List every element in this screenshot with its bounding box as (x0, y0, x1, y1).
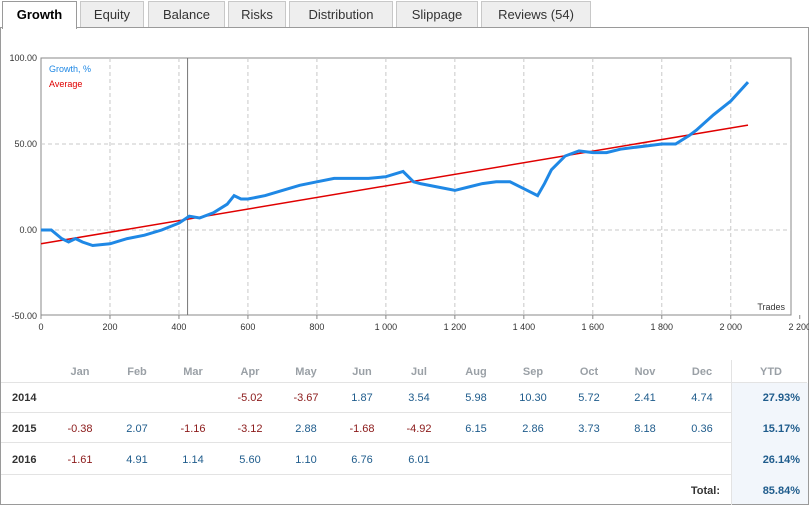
month-header: Jan (70, 366, 90, 378)
month-header: Jul (411, 366, 427, 378)
tab-slippage[interactable]: Slippage (396, 1, 478, 27)
month-header: Jun (352, 366, 372, 378)
x-tick-label: 800 (309, 322, 324, 332)
month-value: -0.38 (67, 423, 93, 435)
month-value: 4.91 (126, 454, 148, 466)
x-tick-label: 200 (102, 322, 117, 332)
year-label: 2014 (12, 392, 37, 404)
ytd-value: 27.93% (762, 392, 800, 404)
x-axis-label: Trades (757, 302, 785, 312)
tab-distribution[interactable]: Distribution (289, 1, 393, 27)
y-tick-label: 100.00 (9, 53, 37, 63)
y-axis-ticks: 100.00 50.00 0.00 -50.00 (9, 53, 37, 321)
month-value: 1.14 (182, 454, 204, 466)
total-value: 85.84% (762, 485, 800, 497)
month-value: 8.18 (634, 423, 656, 435)
month-value: 6.15 (465, 423, 487, 435)
month-header: Mar (183, 366, 203, 378)
x-tick-label: 400 (171, 322, 186, 332)
month-value: 1.10 (295, 454, 317, 466)
month-header: Sep (522, 366, 544, 378)
legend-growth: Growth, % (49, 64, 91, 74)
month-value: 2.86 (522, 423, 544, 435)
month-value: 4.74 (691, 392, 713, 404)
legend-average: Average (49, 79, 82, 89)
month-value: -5.02 (237, 392, 263, 404)
month-value: 2.07 (126, 423, 148, 435)
x-tick-label: 1 200 (444, 322, 467, 332)
y-tick-label: -50.00 (11, 311, 37, 321)
x-tick-label: 2 000 (719, 322, 742, 332)
x-axis-ticks: 0 200 400 600 800 1 000 1 200 1 400 1 600 1 800 2 … (38, 322, 809, 332)
tab-risks[interactable]: Risks (228, 1, 286, 27)
total-label: Total: (690, 485, 720, 497)
month-value: 5.60 (239, 454, 261, 466)
month-value: 3.73 (578, 423, 600, 435)
month-value: -1.16 (180, 423, 206, 435)
y-tick-label: 0.00 (19, 225, 37, 235)
year-label: 2016 (12, 454, 37, 466)
chart-grid (40, 57, 801, 319)
monthly-returns-table: Jan Feb Mar Apr May Jun Jul Aug Sep Oct Nov Dec YTD 2… (0, 360, 809, 505)
month-header: Oct (579, 366, 599, 378)
month-value: 5.98 (465, 392, 487, 404)
year-label: 2015 (12, 423, 37, 435)
month-value: 1.87 (351, 392, 373, 404)
x-tick-label: 1 400 (513, 322, 536, 332)
growth-chart: 100.00 50.00 0.00 -50.00 0 200 400 600 800 1 000… (9, 53, 809, 332)
month-value: 3.54 (408, 392, 430, 404)
month-header: Aug (465, 366, 487, 378)
month-value: -1.68 (349, 423, 375, 435)
month-value: -4.92 (406, 423, 432, 435)
y-tick-label: 50.00 (14, 139, 37, 149)
tab-equity[interactable]: Equity (80, 1, 144, 27)
month-value: 2.41 (634, 392, 656, 404)
tab-balance[interactable]: Balance (148, 1, 225, 27)
month-header: Apr (240, 366, 260, 378)
month-value: 5.72 (578, 392, 600, 404)
x-tick-label: 1 000 (375, 322, 398, 332)
ytd-value: 15.17% (762, 423, 800, 435)
ytd-value: 26.14% (762, 454, 800, 466)
month-header: Nov (634, 366, 656, 378)
month-value: -1.61 (67, 454, 93, 466)
tab-bar: Growth Equity Balance Risks Distribution… (0, 0, 809, 29)
x-tick-label: 1 800 (651, 322, 674, 332)
month-value: 6.01 (408, 454, 430, 466)
month-value: 0.36 (691, 423, 713, 435)
month-value: -3.12 (237, 423, 263, 435)
x-tick-label: 600 (240, 322, 255, 332)
x-tick-label: 2 200 (788, 322, 809, 332)
tab-growth[interactable]: Growth (2, 1, 77, 29)
growth-line (41, 81, 750, 248)
tab-reviews[interactable]: Reviews (54) (481, 1, 591, 27)
month-value: 10.30 (519, 392, 547, 404)
average-line (40, 124, 749, 245)
x-tick-label: 1 600 (582, 322, 605, 332)
month-value: 2.88 (295, 423, 317, 435)
month-header: May (295, 366, 317, 378)
x-tick-label: 0 (38, 322, 43, 332)
month-header: Feb (127, 366, 147, 378)
month-value: 6.76 (351, 454, 373, 466)
plot-frame (40, 57, 792, 316)
ytd-header: YTD (760, 366, 782, 378)
month-header: Dec (691, 366, 713, 378)
month-value: -3.67 (293, 392, 319, 404)
